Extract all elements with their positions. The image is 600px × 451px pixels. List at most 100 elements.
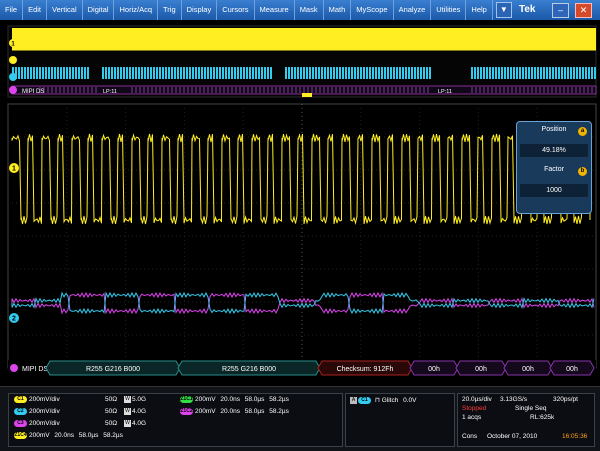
acq-mode[interactable]: Single Seq — [515, 405, 547, 412]
zoom-ch1-readout[interactable]: Z1C1 200mV 20.0ns 58.0µs 58.2µs — [180, 396, 289, 404]
sample-rate: 3.13GS/s — [500, 396, 528, 403]
zoom-ch2-badge: Z1C2 — [180, 408, 193, 415]
svg-text:00h: 00h — [475, 366, 487, 373]
position-label: Position — [541, 126, 567, 133]
ch2-waveform — [11, 291, 595, 315]
glitch-icon: ⊓ — [374, 397, 380, 404]
overview-ch1-trace — [12, 28, 596, 50]
menu-mask[interactable]: Mask — [295, 0, 324, 20]
overview-bus-label: MIPI DS — [22, 89, 44, 95]
timebase[interactable]: 20.0µs/div — [462, 396, 492, 403]
menu-help[interactable]: Help — [466, 0, 493, 20]
acq-count: 1 acqs — [462, 414, 482, 421]
factor-value[interactable]: 1000 — [520, 184, 588, 197]
overview-ch1-marker — [9, 56, 17, 64]
ch1-impedance: 50Ω — [105, 396, 118, 403]
ch1-badge: C1 — [14, 396, 27, 403]
position-knob-a-icon[interactable]: a — [578, 127, 587, 136]
zoom-ch2-readout[interactable]: Z1C2 200mV 20.0ns 58.0µs 58.2µs — [180, 408, 289, 416]
decode-packet[interactable]: 00h — [409, 360, 459, 376]
bandwidth-icon: W — [124, 396, 131, 403]
resolution: 320ps/pt — [553, 396, 578, 403]
zoom-position-panel: Position a 49.18% Factor b 1000 — [516, 121, 592, 214]
close-icon[interactable]: ✕ — [575, 3, 592, 18]
zoom-ch4-readout[interactable]: Z1C4 200mV 20.0ns 58.0µs 58.2µs — [14, 432, 123, 440]
decode-packet[interactable]: 00h — [549, 360, 595, 376]
decode-packet-checksum[interactable]: Checksum: 912Fh — [317, 360, 413, 376]
ch3-readout[interactable]: C3 200mV/div — [14, 420, 60, 427]
decode-packet[interactable]: 00h — [503, 360, 553, 376]
ch1-waveform — [11, 133, 591, 225]
decode-packet[interactable]: R255 G216 B000 — [45, 360, 181, 376]
menu-display[interactable]: Display — [182, 0, 218, 20]
overview-strip: MIPI DS LP:11 LP:11 — [7, 25, 597, 98]
trigger-source-badge: C1 — [358, 396, 371, 404]
ch2-impedance: 50Ω — [105, 408, 118, 415]
zoom-ch1-badge: Z1C1 — [180, 396, 193, 403]
triangle-down-icon[interactable]: ▼ — [495, 2, 512, 18]
overview-ch2-marker — [9, 73, 17, 81]
svg-text:00h: 00h — [522, 366, 534, 373]
svg-text:1: 1 — [12, 166, 16, 173]
acquisition-readout-box — [457, 393, 595, 447]
record-length: RL:625k — [530, 414, 555, 421]
ch3-impedance: 50Ω — [105, 420, 118, 427]
decode-packet[interactable]: 00h — [455, 360, 507, 376]
channel-readouts — [8, 393, 343, 447]
svg-text:R255 G216 B000: R255 G216 B000 — [222, 366, 276, 373]
decode-packet[interactable]: R255 G216 B000 — [177, 360, 321, 376]
overview-ref-marker: 1 — [9, 39, 17, 48]
menu-vertical[interactable]: Vertical — [47, 0, 83, 20]
menu-horiz-acq[interactable]: Horiz/Acq — [114, 0, 158, 20]
ch3-bandwidth: W 4.0G — [124, 420, 147, 428]
menu-file[interactable]: File — [0, 0, 24, 20]
ch1-bandwidth: W 5.0G — [124, 396, 147, 404]
clock: 16:05:36 — [562, 433, 588, 440]
zoom-ch4-badge: Z1C4 — [14, 432, 27, 439]
scope-display[interactable]: MIPI DS LP:11 LP:11 1 2 1 MIPI DS R255 G… — [0, 20, 600, 386]
svg-text:2: 2 — [12, 316, 16, 323]
svg-text:1: 1 — [11, 42, 15, 48]
menu-utilities[interactable]: Utilities — [431, 0, 467, 20]
ch2-readout[interactable]: C2 200mV/div — [14, 408, 60, 415]
bandwidth-icon: W — [124, 420, 131, 427]
ch2-bandwidth: W 4.0G — [124, 408, 147, 416]
overview-lp-label: LP:11 — [103, 89, 117, 95]
menu-analyze[interactable]: Analyze — [394, 0, 432, 20]
decode-bus-label: MIPI DS — [22, 366, 48, 373]
ch2-badge: C2 — [14, 408, 27, 415]
menu-digital[interactable]: Digital — [83, 0, 115, 20]
decode-bus: MIPI DS R255 G216 B000 R255 G216 B000 Ch… — [8, 360, 596, 376]
menu-cursors[interactable]: Cursors — [217, 0, 255, 20]
menu-measure[interactable]: Measure — [255, 0, 295, 20]
factor-knob-b-icon[interactable]: b — [578, 167, 587, 176]
trigger-readout[interactable]: A C1 ⊓ Glitch 0.0V — [350, 396, 417, 404]
zoom-window-marker[interactable] — [302, 93, 312, 97]
svg-text:00h: 00h — [428, 366, 440, 373]
tek-logo: Tek — [519, 4, 536, 15]
minimize-icon[interactable]: – — [552, 3, 569, 18]
svg-text:Checksum: 912Fh: Checksum: 912Fh — [337, 366, 394, 373]
ch1-readout[interactable]: C1 200mV/div — [14, 396, 60, 403]
svg-text:R255 G216 B000: R255 G216 B000 — [86, 366, 140, 373]
ch2-ground-marker[interactable]: 2 — [9, 313, 19, 323]
menu-trig[interactable]: Trig — [158, 0, 182, 20]
ch1-ground-marker[interactable]: 1 — [9, 163, 19, 173]
ch3-badge: C3 — [14, 420, 27, 427]
svg-text:00h: 00h — [566, 366, 578, 373]
cons-label: Cons — [462, 433, 478, 440]
overview-ch2-trace — [12, 67, 596, 79]
menu-edit[interactable]: Edit — [23, 0, 48, 20]
trigger-a-badge: A — [350, 396, 357, 404]
overview-bus-marker — [9, 86, 17, 94]
graticule — [7, 103, 597, 369]
position-value[interactable]: 49.18% — [520, 144, 588, 157]
date: October 07, 2010 — [487, 433, 538, 440]
overview-lp-label: LP:11 — [438, 89, 452, 95]
menu-myscope[interactable]: MyScope — [351, 0, 394, 20]
menu-bar: File Edit Vertical Digital Horiz/Acq Tri… — [0, 0, 600, 20]
acq-state[interactable]: Stopped — [462, 405, 487, 412]
menu-math[interactable]: Math — [324, 0, 352, 20]
bandwidth-icon: W — [124, 408, 131, 415]
